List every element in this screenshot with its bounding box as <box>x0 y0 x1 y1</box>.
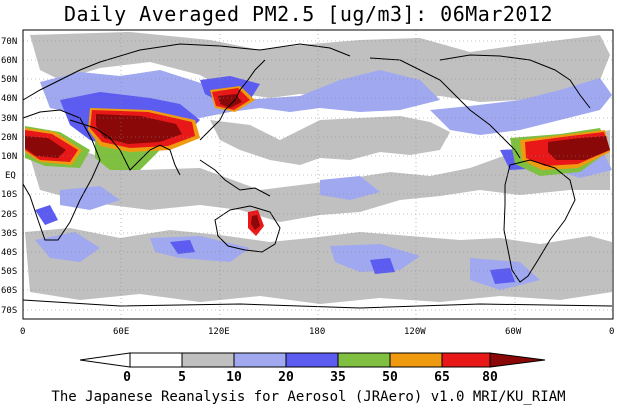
lat-tick-labels: 70N 60N 50N 40N 30N 20N 10N EQ 10S 20S 3… <box>1 37 17 316</box>
lat-tick-label: 50N <box>1 75 17 85</box>
colorbar-segment <box>79 352 131 368</box>
coastlines <box>22 43 613 309</box>
lon-tick-label: 0 <box>609 327 614 337</box>
colorbar: 0 5 10 20 35 50 65 80 <box>79 352 546 385</box>
map-plot <box>22 29 614 320</box>
lat-tick-label: 20N <box>1 133 17 143</box>
footer-credit: The Japanese Reanalysis for Aerosol (JRA… <box>51 389 566 405</box>
lat-tick-label: 70S <box>1 306 17 316</box>
lon-tick-label: 120E <box>208 327 230 337</box>
colorbar-segment <box>285 352 339 368</box>
colorbar-label: 20 <box>278 370 294 385</box>
colorbar-segment <box>337 352 391 368</box>
lat-tick-label: EQ <box>5 171 16 181</box>
graticule <box>23 30 613 319</box>
colorbar-label: 5 <box>178 370 186 385</box>
lat-tick-label: 10N <box>1 152 17 162</box>
colorbar-segment <box>389 352 443 368</box>
lat-tick-label: 30N <box>1 114 17 124</box>
lat-tick-label: 60S <box>1 286 17 296</box>
lat-tick-label: 20S <box>1 210 17 220</box>
lon-tick-label: 60E <box>113 327 129 337</box>
colorbar-segment <box>181 352 235 368</box>
colorbar-label: 65 <box>434 370 450 385</box>
lat-tick-label: 40N <box>1 94 17 104</box>
lon-tick-label: 120W <box>404 327 426 337</box>
lon-tick-label: 0 <box>20 327 25 337</box>
lon-tick-labels: 0 60E 120E 180 120W 60W 0 <box>20 327 614 337</box>
colorbar-segment <box>233 352 287 368</box>
colorbar-segment <box>129 352 183 368</box>
lon-tick-label: 180 <box>309 327 325 337</box>
lat-tick-label: 30S <box>1 229 17 239</box>
colorbar-label: 80 <box>482 370 498 385</box>
colorbar-label: 35 <box>330 370 346 385</box>
colorbar-label: 50 <box>382 370 398 385</box>
lon-tick-label: 60W <box>505 327 522 337</box>
colorbar-label: 0 <box>123 370 131 385</box>
colorbar-segment <box>489 352 546 368</box>
lat-tick-label: 40S <box>1 248 17 258</box>
lat-tick-label: 70N <box>1 37 17 47</box>
lat-tick-label: 60N <box>1 56 17 66</box>
lat-tick-label: 10S <box>1 190 17 200</box>
colorbar-label: 10 <box>226 370 242 385</box>
pm25-level-80-plus <box>25 94 610 230</box>
lat-tick-label: 50S <box>1 267 17 277</box>
colorbar-segment <box>441 352 491 368</box>
map-title: Daily Averaged PM2.5 [ug/m3]: 06Mar2012 <box>63 2 554 26</box>
